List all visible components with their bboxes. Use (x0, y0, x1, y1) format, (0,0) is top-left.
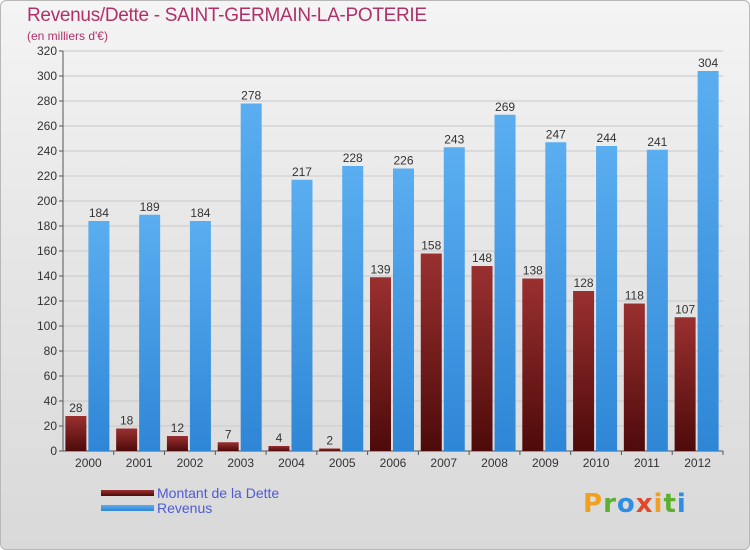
bar-debt-2010 (573, 291, 595, 451)
data-label-debt-2005: 2 (326, 434, 333, 448)
legend-label-revenue: Revenus (157, 500, 213, 516)
data-label-debt-2009: 138 (523, 264, 543, 278)
y-tick-label: 220 (37, 169, 57, 183)
bar-debt-2000 (65, 416, 87, 451)
y-tick-label: 60 (44, 369, 58, 383)
x-tick-label: 2010 (583, 456, 610, 470)
bar-revenue-2000 (88, 221, 110, 451)
x-tick-label: 2009 (532, 456, 559, 470)
data-label-debt-2004: 4 (276, 431, 283, 445)
data-label-revenue-2008: 269 (495, 100, 515, 114)
bar-revenue-2002 (189, 221, 211, 451)
y-tick-label: 320 (37, 44, 57, 58)
bar-debt-2004 (268, 446, 290, 451)
y-tick-label: 0 (50, 444, 57, 458)
y-tick-label: 40 (44, 394, 58, 408)
x-tick-label: 2011 (634, 456, 660, 470)
chart-title: Revenus/Dette - SAINT-GERMAIN-LA-POTERIE (27, 5, 427, 26)
bar-revenue-2003 (240, 103, 262, 451)
y-tick-label: 160 (37, 244, 57, 258)
bar-revenue-2012 (697, 71, 719, 451)
bar-revenue-2007 (443, 147, 465, 451)
y-tick-label: 200 (37, 194, 57, 208)
x-tick-label: 2001 (126, 456, 153, 470)
bar-debt-2005 (319, 448, 341, 451)
bar-debt-2006 (370, 277, 391, 451)
legend-swatch-debt (101, 490, 154, 496)
logo-letter: i (653, 489, 664, 519)
data-label-debt-2011: 118 (625, 289, 644, 303)
data-label-debt-2001: 18 (120, 414, 134, 428)
data-label-revenue-2011: 241 (647, 135, 667, 149)
bar-debt-2011 (623, 303, 645, 451)
data-label-revenue-2001: 189 (140, 200, 160, 214)
bar-revenue-2001 (139, 214, 161, 451)
data-label-debt-2003: 7 (225, 427, 232, 441)
logo-letter: x (635, 489, 654, 519)
bar-debt-2008 (471, 266, 493, 451)
bar-revenue-2004 (291, 179, 313, 451)
bar-revenue-2005 (342, 166, 364, 451)
logo-letter: i (676, 489, 687, 519)
y-tick-label: 120 (37, 294, 57, 308)
bar-revenue-2006 (393, 168, 414, 451)
y-tick-label: 300 (37, 69, 57, 83)
x-tick-label: 2002 (177, 456, 204, 470)
data-label-revenue-2007: 243 (444, 132, 464, 146)
data-label-revenue-2010: 244 (597, 131, 617, 145)
x-tick-label: 2004 (278, 456, 305, 470)
bar-revenue-2010 (596, 146, 618, 451)
bar-debt-2009 (522, 278, 544, 451)
y-tick-label: 140 (37, 269, 57, 283)
chart-unit-label: (en milliers d'€) (27, 29, 108, 43)
logo-letter: r (603, 489, 617, 519)
logo-letter: t (663, 489, 677, 519)
y-tick-label: 80 (44, 344, 58, 358)
legend-swatch-revenue (101, 505, 154, 511)
y-tick-label: 180 (37, 219, 57, 233)
bar-debt-2012 (674, 317, 696, 451)
x-tick-label: 2008 (481, 456, 508, 470)
y-tick-label: 240 (37, 144, 57, 158)
data-label-debt-2012: 107 (675, 302, 695, 316)
legend-label-debt: Montant de la Dette (157, 485, 280, 501)
data-label-debt-2007: 158 (421, 239, 441, 253)
x-tick-label: 2007 (430, 456, 457, 470)
bar-revenue-2009 (545, 142, 567, 451)
bar-debt-2003 (217, 442, 239, 451)
x-tick-label: 2000 (75, 456, 102, 470)
x-tick-label: 2012 (684, 456, 711, 470)
y-tick-label: 100 (37, 319, 57, 333)
data-label-revenue-2000: 184 (89, 206, 109, 220)
y-tick-label: 20 (44, 419, 58, 433)
data-label-debt-2002: 12 (171, 421, 185, 435)
data-label-revenue-2003: 278 (241, 89, 261, 103)
data-label-revenue-2005: 228 (343, 151, 363, 165)
bar-debt-2007 (420, 253, 442, 451)
x-tick-label: 2005 (329, 456, 356, 470)
data-label-revenue-2004: 217 (292, 165, 312, 179)
proxiti-logo: Proxiti (583, 489, 687, 519)
data-label-revenue-2002: 184 (190, 206, 210, 220)
data-label-revenue-2012: 304 (698, 56, 718, 70)
bar-revenue-2011 (646, 149, 668, 451)
data-label-debt-2006: 139 (370, 262, 390, 276)
bar-debt-2001 (116, 428, 138, 451)
bar-debt-2002 (166, 436, 188, 451)
data-label-debt-2000: 28 (69, 401, 83, 415)
x-tick-label: 2003 (227, 456, 254, 470)
y-tick-label: 280 (37, 94, 57, 108)
logo-letter: P (583, 489, 604, 519)
data-label-revenue-2009: 247 (546, 127, 566, 141)
data-label-revenue-2006: 226 (393, 154, 413, 168)
bar-revenue-2008 (494, 114, 516, 451)
data-label-debt-2010: 128 (574, 276, 594, 290)
data-label-debt-2008: 148 (472, 251, 492, 265)
x-tick-label: 2006 (380, 456, 407, 470)
logo-letter: o (616, 489, 636, 519)
y-tick-label: 260 (37, 119, 57, 133)
